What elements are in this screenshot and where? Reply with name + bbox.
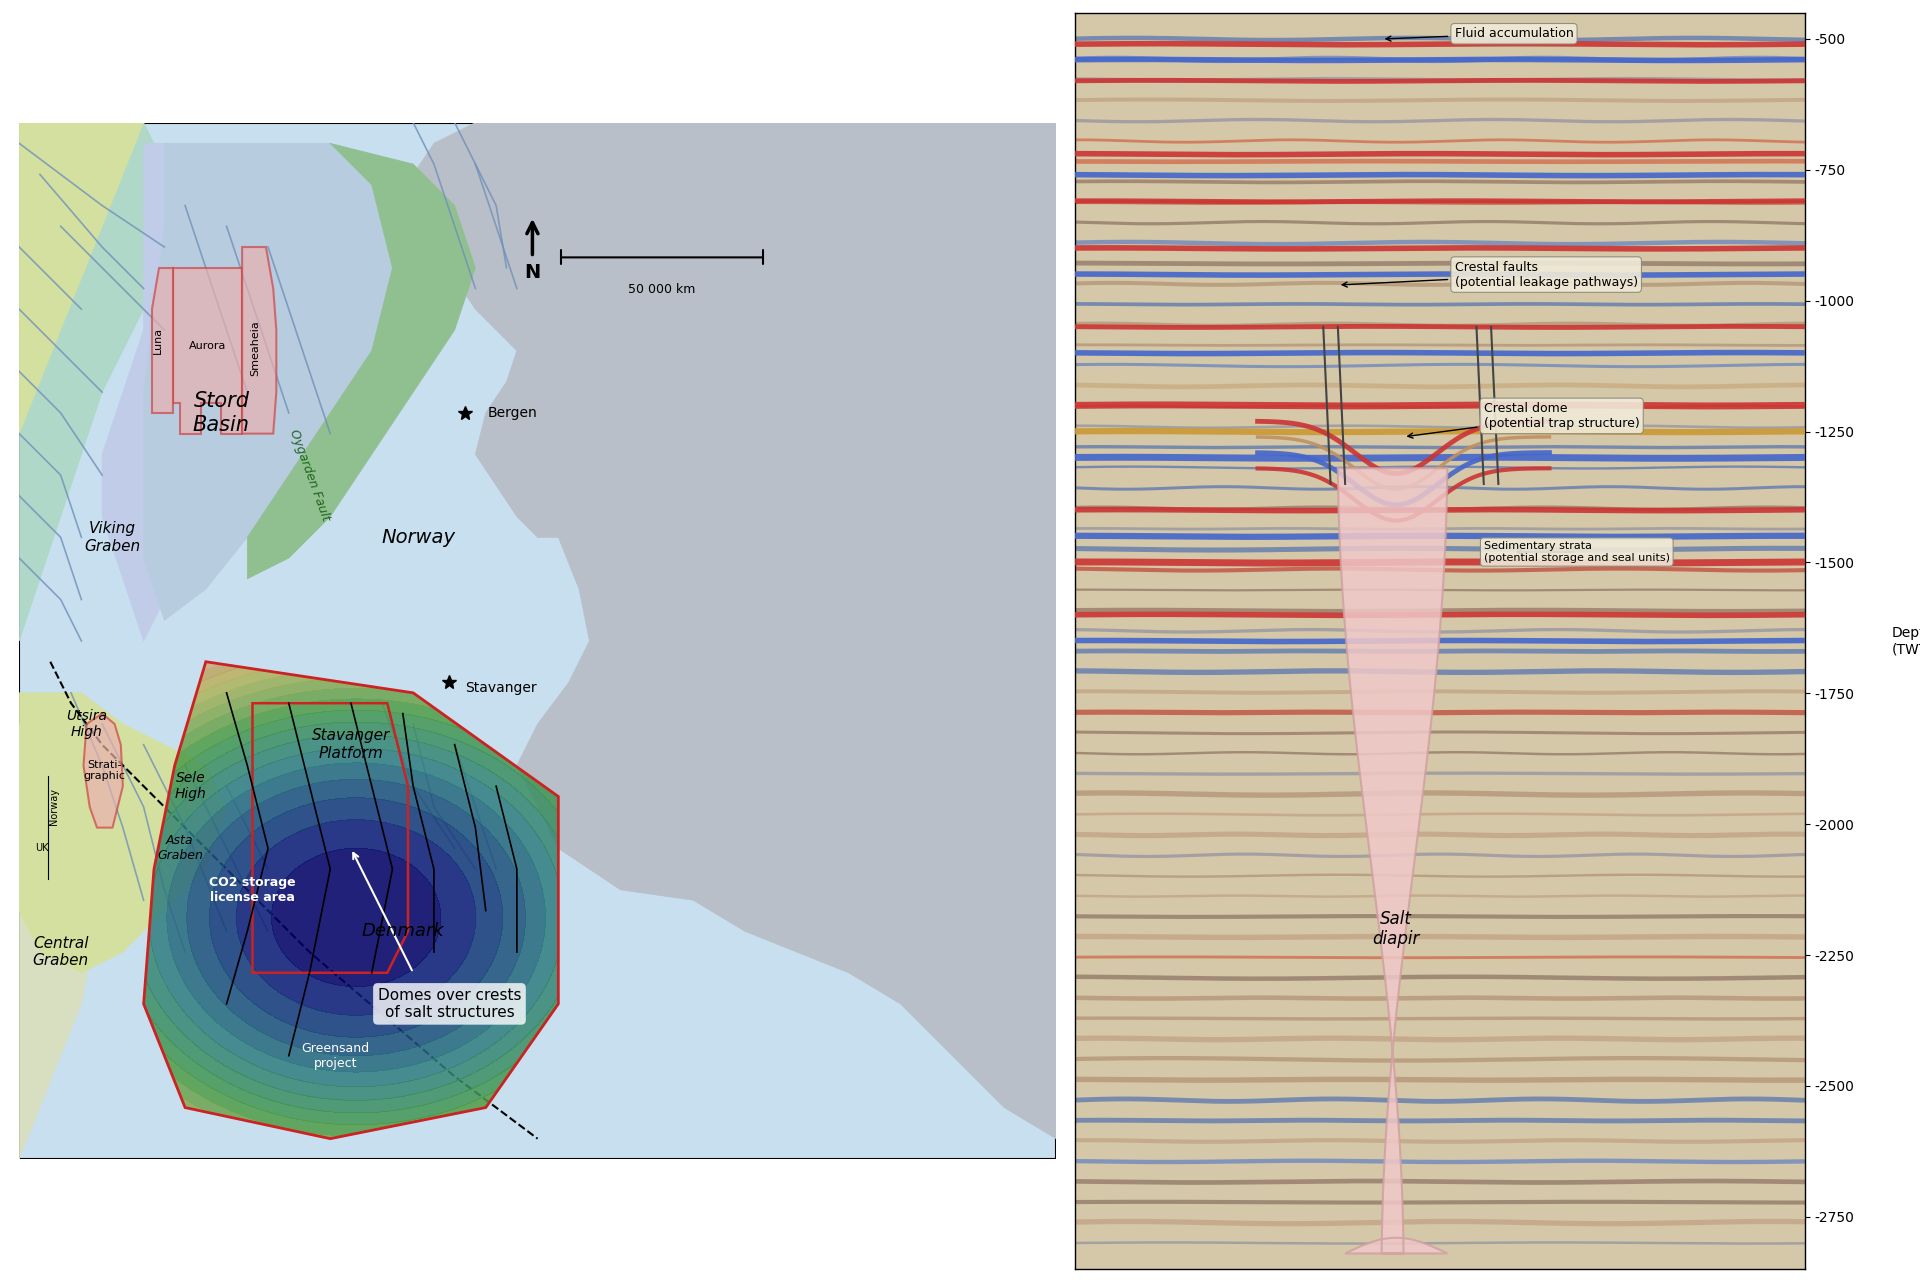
Point [4,1149,35,1169]
Text: Bergen: Bergen [488,406,538,420]
Text: Norway: Norway [50,788,60,826]
Polygon shape [19,704,102,1159]
Text: Utsira
High: Utsira High [65,709,108,738]
Point [4,1149,35,1169]
Text: Greensand
project: Greensand project [301,1042,369,1069]
Point [4,1149,35,1169]
Text: Salt
diapir: Salt diapir [1373,909,1421,949]
FancyBboxPatch shape [19,123,1056,1159]
Text: Luna: Luna [154,327,163,354]
Point [4,1149,35,1169]
Polygon shape [476,123,1056,1138]
Point [4,1149,35,1169]
Polygon shape [102,144,392,641]
Text: 50 000 km: 50 000 km [628,283,695,296]
Polygon shape [19,123,184,641]
Polygon shape [144,144,392,620]
Text: Stavanger: Stavanger [465,681,538,695]
Text: Sedimentary strata
(potential storage and seal units): Sedimentary strata (potential storage an… [1484,541,1670,563]
Point [4,1149,35,1169]
Point [4,1149,35,1169]
Text: Stavanger
Platform: Stavanger Platform [311,728,390,762]
Text: Sele
High: Sele High [175,770,205,801]
Polygon shape [248,144,476,578]
Text: Strati-
graphic: Strati- graphic [83,760,125,782]
Point [4,1149,35,1169]
Polygon shape [19,692,227,973]
Text: N: N [524,263,541,282]
Text: Aurora: Aurora [190,341,227,350]
Text: Crestal faults
(potential leakage pathways): Crestal faults (potential leakage pathwa… [1342,260,1638,288]
Polygon shape [173,268,242,433]
Point [4,1149,35,1169]
Point [4,1149,35,1169]
Text: Domes over crests
of salt structures: Domes over crests of salt structures [378,987,520,1020]
Text: CO2 storage
license area: CO2 storage license area [209,876,296,904]
Text: UK: UK [35,844,48,854]
Text: Central
Graben: Central Graben [33,936,88,968]
Polygon shape [392,123,620,537]
Point [4,1149,35,1169]
Point [4,1149,35,1169]
Text: Smeaheia: Smeaheia [252,320,261,377]
Text: Viking
Graben: Viking Graben [84,520,140,554]
Polygon shape [83,714,123,828]
Text: Asta
Graben: Asta Graben [157,835,204,863]
Polygon shape [19,123,144,433]
Point [4,1149,35,1169]
Text: Norway: Norway [382,528,455,547]
Point [4,1149,35,1169]
Text: Crestal dome
(potential trap structure): Crestal dome (potential trap structure) [1407,401,1640,438]
Polygon shape [152,268,173,413]
Text: Stord
Basin: Stord Basin [192,391,250,435]
Text: Fluid accumulation: Fluid accumulation [1386,27,1572,41]
Y-axis label: Depth
(TWT): Depth (TWT) [1891,626,1920,656]
Point [4,1149,35,1169]
Point [4,1149,35,1169]
Polygon shape [242,247,276,433]
Point [4,1149,35,1169]
Text: Denmark: Denmark [361,922,444,940]
Point [4,1149,35,1169]
Text: Oygarden Fault: Oygarden Fault [286,428,332,523]
Point [4,1149,35,1169]
Point [4,1149,35,1169]
Polygon shape [1338,468,1448,1254]
